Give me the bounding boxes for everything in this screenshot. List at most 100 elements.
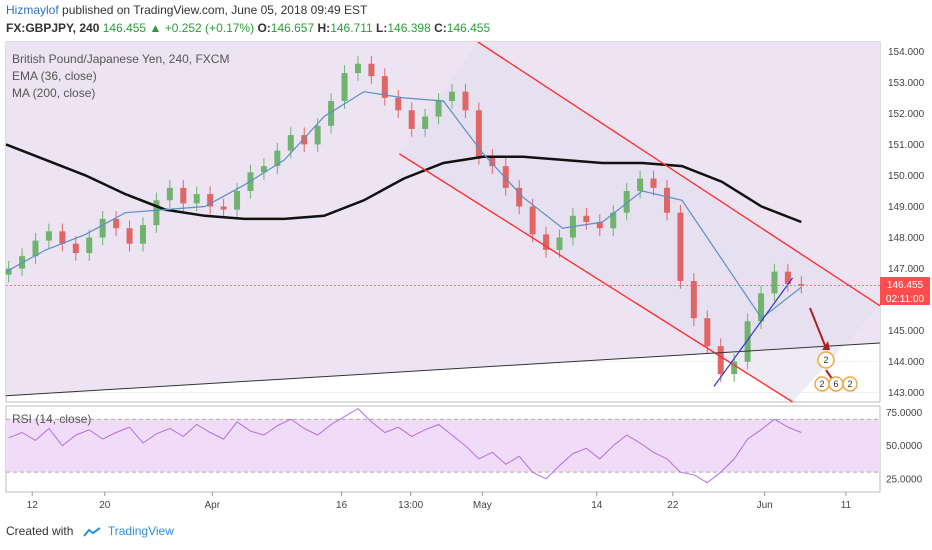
candle-body xyxy=(543,234,550,250)
candle-body xyxy=(5,268,12,275)
price-tick-label: 147.000 xyxy=(888,264,925,275)
candle-body xyxy=(717,346,724,375)
price-change: +0.252 (+0.17%) xyxy=(164,21,255,35)
candle-body xyxy=(139,225,146,244)
candle-body xyxy=(637,178,644,191)
candle-body xyxy=(690,280,697,319)
candle-body xyxy=(516,187,523,207)
price-tick-label: 152.000 xyxy=(888,109,925,120)
time-tick-label: 11 xyxy=(841,500,852,511)
candle-body xyxy=(422,116,429,129)
time-tick-label: Jun xyxy=(757,500,773,511)
created-with-text: Created with xyxy=(6,524,74,538)
publish-info: Hizmaylof published on TradingView.com, … xyxy=(6,3,367,17)
candle-body xyxy=(59,231,66,244)
time-tick-label: 13:00 xyxy=(398,500,423,511)
candle-body xyxy=(529,206,536,235)
rsi-line xyxy=(8,407,802,484)
candle-body xyxy=(301,135,308,145)
time-tick-label: 22 xyxy=(667,500,679,511)
price-tick-label: 145.000 xyxy=(888,326,925,337)
last-price-tag xyxy=(880,277,930,291)
ma-legend[interactable]: MA (200, close) xyxy=(12,86,95,100)
candle-body xyxy=(32,240,39,257)
candle-body xyxy=(274,150,281,167)
price-axis[interactable]: 154.000 153.000 152.000 151.000 150.000 149.0… xyxy=(888,47,925,399)
forecast-label: 6 xyxy=(833,379,838,389)
candle-body xyxy=(623,190,630,213)
candle-body xyxy=(287,135,294,151)
candle-body xyxy=(758,293,765,322)
close-label: C: xyxy=(434,21,447,35)
candle-body xyxy=(328,100,335,126)
candle-body xyxy=(408,110,415,129)
candle-body xyxy=(341,73,348,101)
published-text: published on TradingView.com, June 05, 2… xyxy=(62,3,368,17)
time-tick-label: 16 xyxy=(336,500,348,511)
forecast-marker xyxy=(817,351,835,369)
symbol-interval: FX:GBPJPY, 240 xyxy=(6,21,100,35)
time-axis[interactable]: 12 20 Apr 16 13:00 May 14 22 Jun 11 xyxy=(27,492,852,511)
time-tick-label: 14 xyxy=(591,500,603,511)
author-link[interactable]: Hizmaylof xyxy=(6,3,59,17)
footer: Created with TradingView xyxy=(6,524,174,538)
price-tick-label: 149.000 xyxy=(888,202,925,213)
rsi-axis[interactable]: 75.0000 50.0000 25.0000 xyxy=(886,408,923,485)
forecast-arrow-1 xyxy=(809,307,827,349)
forecast-label: 2 xyxy=(823,355,828,365)
price-tick-label: 144.000 xyxy=(888,357,925,368)
candle-body xyxy=(798,284,805,286)
candle-body xyxy=(193,194,200,204)
ema-legend[interactable]: EMA (36, close) xyxy=(12,69,97,83)
arrowhead-icon xyxy=(822,341,830,350)
candle-body xyxy=(314,125,321,145)
candle-body xyxy=(381,76,388,98)
channel-lower-line[interactable] xyxy=(398,153,793,403)
up-arrow-icon: ▲ xyxy=(149,21,162,35)
channel-upper-line[interactable] xyxy=(477,41,881,307)
open-value: 146.657 xyxy=(270,21,315,35)
low-value: 146.398 xyxy=(387,21,431,35)
candle-body xyxy=(583,215,590,222)
symbol-ohlc-bar: FX:GBPJPY, 240 146.455 ▲ +0.252 (+0.17%)… xyxy=(6,21,490,35)
candle-body xyxy=(489,156,496,167)
candle-body xyxy=(502,166,509,188)
candle-body xyxy=(556,237,563,250)
rsi-tick-label: 75.0000 xyxy=(886,408,923,419)
candle-body xyxy=(260,166,267,173)
candle-body xyxy=(234,190,241,210)
candle-body xyxy=(462,91,469,111)
candle-body xyxy=(126,228,133,244)
close-value: 146.455 xyxy=(446,21,491,35)
time-tick-label: May xyxy=(473,500,492,511)
rsi-tick-label: 50.0000 xyxy=(886,441,923,452)
candle-body xyxy=(180,187,187,204)
candle-body xyxy=(72,243,79,254)
price-tick-label: 151.000 xyxy=(888,140,925,151)
high-value: 146.711 xyxy=(330,21,373,35)
rsi-legend[interactable]: RSI (14, close) xyxy=(12,412,91,426)
support-trend-line[interactable] xyxy=(5,342,881,397)
price-grid xyxy=(6,51,880,393)
ma200-line xyxy=(5,143,802,224)
rising-trend-line[interactable] xyxy=(713,277,794,387)
last-price-tag-text: 146.455 xyxy=(887,280,924,291)
candle-body xyxy=(596,222,603,229)
tradingview-brand-link[interactable]: TradingView xyxy=(107,524,174,538)
candle-body xyxy=(354,63,361,74)
forecast-label: 2 xyxy=(819,379,824,389)
candle-body xyxy=(153,200,160,226)
price-tick-label: 148.000 xyxy=(888,233,925,244)
forecast-annotation[interactable]: 2 2 6 2 xyxy=(809,307,858,392)
candle-body xyxy=(220,206,227,210)
high-label: H: xyxy=(317,21,331,35)
candle-body xyxy=(784,271,791,285)
price-tick-label: 143.000 xyxy=(888,388,925,399)
time-tick-label: Apr xyxy=(204,500,220,511)
bar-countdown-tag xyxy=(880,291,930,305)
chart-area[interactable]: 2 2 6 2 British Pound/Japanese Yen, 240,… xyxy=(0,0,932,520)
candle-body xyxy=(207,194,214,207)
open-label: O: xyxy=(257,21,271,35)
price-tick-label: 153.000 xyxy=(888,78,925,89)
candle-body xyxy=(731,361,738,375)
